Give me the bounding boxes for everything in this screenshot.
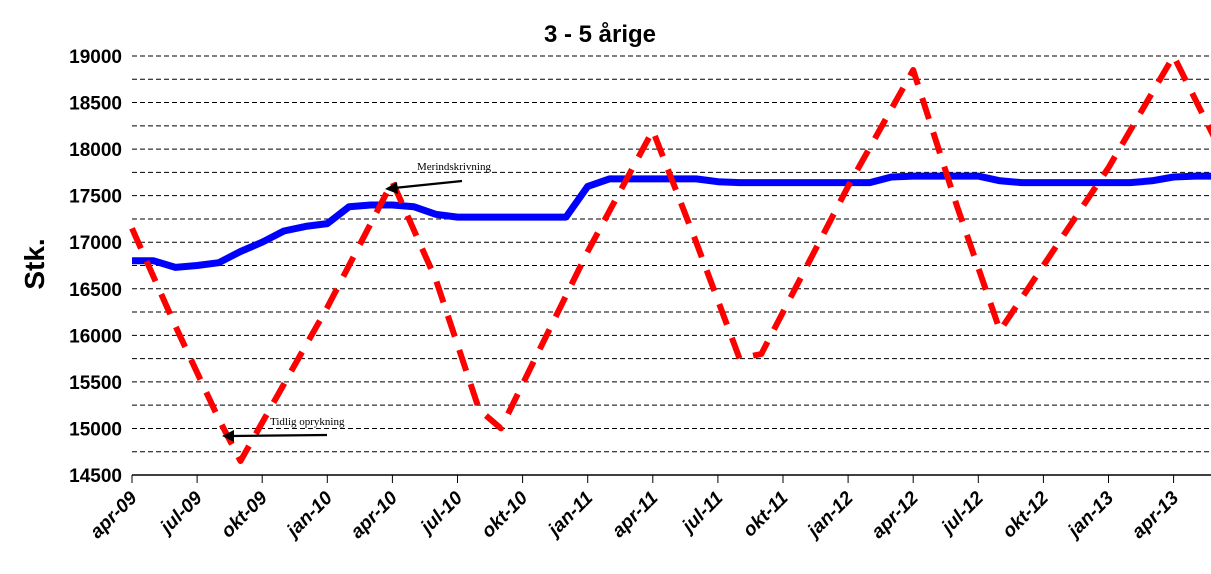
annotation-text-tidlig-oprykning: Tidlig oprykning xyxy=(270,416,345,428)
x-tick-label: jul-12 xyxy=(936,487,988,539)
x-tick-label: jan-12 xyxy=(802,487,858,543)
x-tick-label: jul-11 xyxy=(676,488,727,539)
annotation-arrow-tidlig-oprykning xyxy=(231,433,328,438)
x-axis-ticks: apr-09 jul-09 okt-09 jan-10 apr-10 jul-10 okt-… xyxy=(86,475,1183,543)
annotation-layer: Merindskrivning Tidlig oprykning xyxy=(222,161,491,442)
y-tick-label: 17000 xyxy=(69,233,122,254)
x-tick-label: jul-09 xyxy=(155,487,207,539)
y-tick-label: 19000 xyxy=(69,47,122,68)
y-tick-label: 18000 xyxy=(69,140,122,161)
arrow-head-merindskrivning xyxy=(385,182,398,194)
annotation-text-merindskrivning: Merindskrivning xyxy=(417,161,491,173)
x-tick-label: apr-13 xyxy=(1128,487,1183,542)
x-tick-label: okt-09 xyxy=(217,487,272,542)
y-tick-label: 15500 xyxy=(69,373,122,394)
x-tick-label: apr-12 xyxy=(868,487,923,542)
x-tick-label: jul-10 xyxy=(415,487,467,539)
y-axis-ticks: 14500 15000 15500 16000 16500 17000 17500 18000… xyxy=(69,47,122,487)
x-tick-label: apr-09 xyxy=(86,487,141,542)
x-tick-label: okt-11 xyxy=(739,488,792,541)
x-tick-label: okt-10 xyxy=(478,487,533,542)
y-tick-label: 15000 xyxy=(69,419,122,440)
y-tick-label: 18500 xyxy=(69,94,122,115)
y-tick-label: 16500 xyxy=(69,280,122,301)
x-tick-label: okt-12 xyxy=(999,487,1054,542)
y-axis-label: Stk. xyxy=(19,238,50,289)
x-tick-label: apr-11 xyxy=(608,488,662,542)
series-layer xyxy=(129,53,1211,464)
y-tick-label: 16000 xyxy=(69,326,122,347)
series-line-dashed xyxy=(129,53,1211,464)
series-line-solid xyxy=(132,172,1211,271)
x-tick-label: jan-11 xyxy=(542,488,597,543)
annotation-merindskrivning: Merindskrivning xyxy=(385,161,491,194)
y-tick-label: 17500 xyxy=(69,187,122,208)
chart-title: 3 - 5 årige xyxy=(544,21,656,48)
arrow-head-tidlig-oprykning xyxy=(222,430,234,442)
annotation-tidlig-oprykning: Tidlig oprykning xyxy=(222,416,345,442)
x-tick-label: apr-10 xyxy=(347,487,402,542)
x-tick-label: jan-10 xyxy=(281,487,337,543)
y-tick-label: 14500 xyxy=(69,466,122,487)
x-tick-label: jan-13 xyxy=(1062,487,1118,543)
annotation-arrow-merindskrivning xyxy=(393,179,463,190)
